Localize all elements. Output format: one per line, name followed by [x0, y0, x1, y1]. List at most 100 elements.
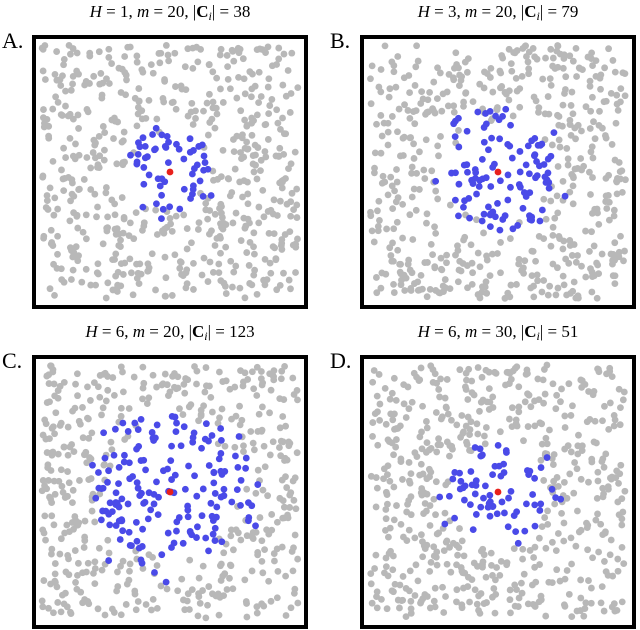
- point: [288, 49, 296, 57]
- point: [273, 106, 281, 114]
- point: [190, 286, 197, 293]
- point: [95, 164, 103, 171]
- point: [474, 364, 482, 371]
- point: [540, 277, 548, 284]
- point: [530, 554, 538, 561]
- point: [240, 153, 248, 161]
- point: [529, 247, 537, 255]
- query-point: [494, 168, 502, 176]
- neighbor-point: [496, 135, 504, 143]
- point: [517, 579, 525, 587]
- point: [561, 412, 569, 420]
- point: [369, 419, 377, 426]
- neighbor-point: [158, 551, 166, 559]
- point: [243, 613, 251, 621]
- point: [427, 558, 435, 566]
- point: [485, 368, 493, 376]
- neighbor-point: [138, 489, 145, 497]
- title-part: m: [464, 2, 478, 21]
- neighbor-point: [140, 456, 148, 464]
- point: [241, 90, 249, 98]
- point: [74, 224, 82, 232]
- neighbor-point: [456, 469, 463, 477]
- point: [476, 609, 484, 617]
- point: [443, 251, 451, 259]
- point: [416, 148, 423, 156]
- point: [487, 549, 495, 557]
- point: [219, 99, 227, 106]
- neighbor-point: [209, 517, 217, 524]
- point: [469, 269, 476, 277]
- point: [87, 475, 95, 482]
- point: [386, 524, 394, 532]
- neighbor-point: [522, 161, 530, 169]
- point: [568, 613, 576, 621]
- point: [386, 244, 394, 252]
- point: [269, 243, 277, 251]
- neighbor-point: [242, 454, 250, 462]
- point: [456, 366, 464, 374]
- point: [559, 245, 567, 253]
- point: [273, 518, 281, 526]
- point: [577, 376, 585, 384]
- neighbor-point: [469, 180, 477, 188]
- neighbor-point: [188, 170, 196, 178]
- point: [527, 284, 535, 292]
- point: [282, 473, 289, 481]
- neighbor-point: [252, 522, 259, 530]
- point: [169, 372, 176, 380]
- point: [105, 549, 113, 557]
- point: [263, 276, 271, 284]
- neighbor-point: [485, 500, 493, 507]
- point: [126, 560, 134, 568]
- neighbor-point: [504, 171, 512, 179]
- point: [238, 134, 246, 142]
- point: [153, 383, 160, 391]
- point: [373, 484, 381, 492]
- point: [375, 371, 383, 378]
- point: [57, 535, 65, 543]
- point: [195, 574, 203, 582]
- point: [39, 603, 47, 611]
- point: [290, 496, 298, 504]
- point: [81, 596, 89, 603]
- point: [104, 373, 111, 380]
- neighbor-point: [89, 461, 96, 469]
- point: [508, 67, 516, 75]
- point: [401, 101, 408, 109]
- point: [555, 136, 563, 144]
- point: [287, 212, 295, 220]
- point: [399, 234, 406, 242]
- point: [91, 558, 99, 566]
- point: [380, 465, 388, 473]
- point: [94, 270, 102, 278]
- neighbor-point: [160, 467, 167, 475]
- point: [378, 179, 386, 187]
- point: [226, 574, 233, 582]
- point: [217, 249, 224, 257]
- neighbor-point: [95, 469, 102, 476]
- point: [66, 443, 74, 451]
- point: [540, 366, 548, 373]
- point: [610, 422, 618, 430]
- point: [195, 417, 202, 425]
- point: [560, 281, 568, 289]
- point: [613, 606, 621, 614]
- point: [620, 257, 627, 265]
- point: [589, 93, 596, 101]
- point: [283, 484, 291, 491]
- neighbor-point: [520, 189, 528, 196]
- point: [64, 492, 71, 500]
- neighbor-point: [211, 537, 219, 544]
- point: [482, 573, 490, 581]
- point: [288, 189, 296, 197]
- point: [448, 416, 455, 424]
- point: [602, 528, 609, 536]
- point: [622, 176, 629, 184]
- neighbor-point: [254, 481, 262, 488]
- point: [481, 440, 489, 448]
- point: [538, 523, 546, 531]
- point: [53, 76, 61, 84]
- neighbor-point: [498, 498, 506, 506]
- neighbor-point: [139, 134, 147, 142]
